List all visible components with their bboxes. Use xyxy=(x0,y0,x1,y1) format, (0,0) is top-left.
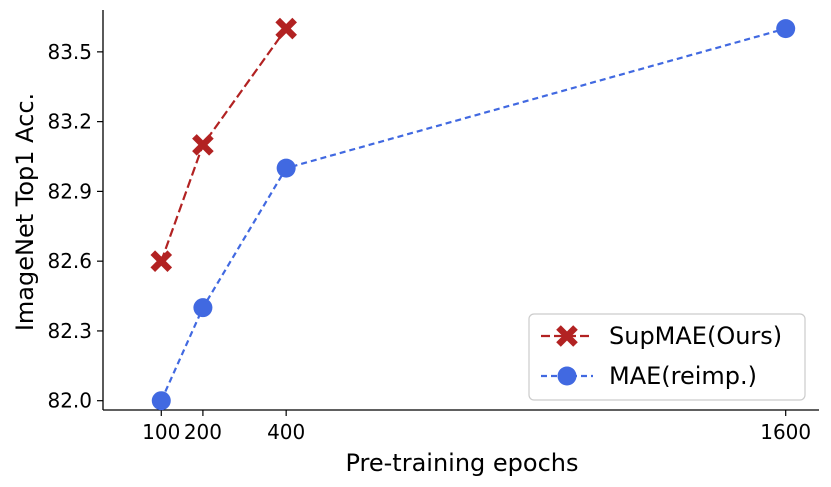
data-point xyxy=(275,17,297,40)
x-axis-title: Pre-training epochs xyxy=(345,449,578,477)
series-layer xyxy=(150,17,796,411)
y-tick-label: 82.3 xyxy=(47,319,92,343)
series-line xyxy=(160,27,288,262)
y-tick-label: 82.6 xyxy=(47,249,92,273)
series-1 xyxy=(151,19,796,411)
data-point xyxy=(193,298,213,318)
legend-entry: SupMAE(Ours) xyxy=(541,322,782,350)
series-0 xyxy=(150,17,297,272)
legend-box xyxy=(528,313,806,401)
axes xyxy=(102,10,819,411)
data-point xyxy=(151,391,171,411)
x-tick-label: 400 xyxy=(267,420,305,444)
legend-label: SupMAE(Ours) xyxy=(609,322,782,350)
y-ticks: 82.0 82.3 82.6 82.9 83.2 83.5 xyxy=(47,40,103,413)
series-line xyxy=(160,27,786,402)
x-tick-label: 100 xyxy=(142,420,180,444)
legend-marker xyxy=(557,366,577,386)
legend-marker xyxy=(556,325,578,347)
data-point xyxy=(276,158,296,178)
y-tick-label: 82.9 xyxy=(47,179,92,203)
x-ticks: 100 200 400 1600 xyxy=(142,410,811,444)
y-tick-label: 83.2 xyxy=(47,110,92,134)
y-tick-label: 82.0 xyxy=(47,389,92,413)
legend-entry: MAE(reimp.) xyxy=(541,362,757,390)
data-point xyxy=(150,250,173,272)
y-axis-title: ImageNet Top1 Acc. xyxy=(11,93,39,331)
y-tick-label: 83.5 xyxy=(47,40,92,64)
legend: SupMAE(Ours) MAE(reimp.) xyxy=(528,313,806,401)
data-point xyxy=(192,134,214,156)
data-point xyxy=(776,19,796,39)
x-tick-label: 200 xyxy=(184,420,222,444)
x-tick-label: 1600 xyxy=(760,420,811,444)
legend-label: MAE(reimp.) xyxy=(609,362,757,390)
